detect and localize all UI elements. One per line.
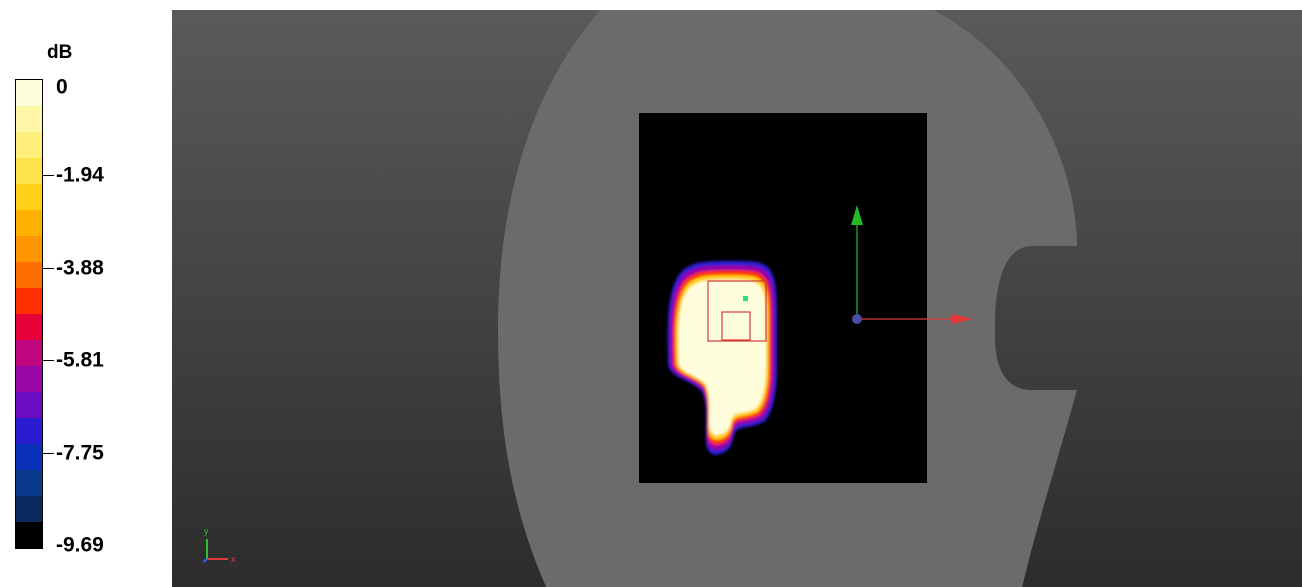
legend-tick [42,267,54,269]
legend-tick [42,175,54,177]
legend-swatch [16,522,42,548]
legend-swatch [16,340,42,366]
legend-swatch [16,288,42,314]
legend-swatch [16,80,42,106]
legend-tick [42,452,54,454]
legend-unit: dB [47,42,73,63]
zoom-scan-box-inner [721,311,751,341]
legend-color-bar [15,79,43,549]
legend-tick-label: -7.75 [56,441,104,464]
triad-x-label: x [231,554,236,564]
legend-swatch [16,392,42,418]
legend-tick-label: -5.81 [56,348,104,372]
legend-swatch [16,496,42,522]
legend-swatch [16,210,42,236]
sar-hotspot [667,260,777,455]
legend-swatch [16,418,42,444]
legend-swatch [16,236,42,262]
triad-y-label: y [204,526,209,536]
zoom-scan-box-outer [707,280,767,342]
x-axis-arrowhead [952,314,973,324]
legend-swatch [16,158,42,184]
legend-tick-label: 0 [56,75,68,99]
legend-tick-label: -9.69 [56,533,104,557]
legend-swatch [16,366,42,392]
color-legend: dB 0 -1.94 -3.88 -5.81 -7.75 -9.69 [0,0,172,587]
legend-swatch [16,132,42,158]
legend-swatch [16,444,42,470]
legend-swatch [16,106,42,132]
axis-origin [852,314,862,324]
legend-swatch [16,262,42,288]
y-axis-arrowhead [851,205,863,225]
legend-tick-label: -3.88 [56,256,104,280]
axis-triad: y x [202,526,236,564]
legend-swatch [16,470,42,496]
legend-swatch [16,314,42,340]
3d-viewport[interactable]: y x [172,10,1302,587]
scene [498,10,1077,587]
peak-marker [743,296,748,301]
legend-tick [42,360,54,361]
legend-tick-label: -1.94 [56,163,104,187]
legend-swatch [16,184,42,210]
